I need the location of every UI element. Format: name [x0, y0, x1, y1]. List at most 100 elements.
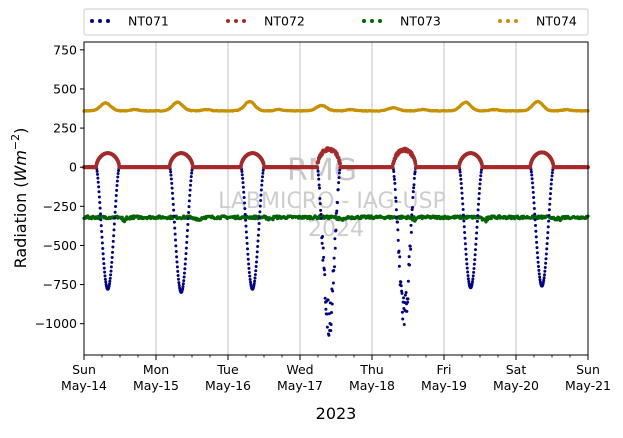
point-NT071 — [325, 312, 329, 316]
point-NT071 — [329, 329, 333, 333]
point-NT071 — [472, 262, 476, 266]
point-NT071 — [333, 265, 336, 269]
point-NT072 — [390, 165, 395, 170]
point-NT071 — [246, 252, 250, 256]
point-NT071 — [329, 322, 333, 326]
legend-marker — [106, 19, 110, 23]
point-NT071 — [189, 175, 193, 179]
point-NT071 — [177, 277, 180, 281]
point-NT071 — [241, 176, 245, 180]
point-NT071 — [173, 232, 177, 236]
x-tick-label-date: May-15 — [133, 378, 179, 393]
point-NT071 — [253, 273, 257, 277]
point-NT071 — [466, 274, 470, 278]
x-tick-label-day: Sat — [506, 362, 527, 377]
x-tick-label-date: May-14 — [61, 378, 107, 393]
point-NT071 — [393, 188, 397, 192]
point-NT071 — [259, 199, 263, 203]
point-NT071 — [393, 177, 396, 181]
point-NT071 — [535, 251, 539, 255]
y-tick-label: −500 — [43, 238, 77, 253]
point-NT071 — [256, 245, 260, 249]
point-NT071 — [478, 182, 482, 186]
point-NT071 — [241, 181, 245, 185]
y-tick-label: −750 — [43, 277, 77, 292]
point-NT071 — [100, 235, 104, 239]
point-NT071 — [412, 183, 416, 187]
point-NT071 — [181, 284, 185, 288]
point-NT071 — [321, 258, 325, 262]
point-NT071 — [396, 220, 399, 224]
point-NT071 — [479, 170, 483, 174]
point-NT071 — [549, 192, 552, 196]
point-NT071 — [318, 196, 322, 200]
point-NT071 — [249, 280, 252, 284]
point-NT071 — [411, 205, 414, 209]
point-NT071 — [396, 228, 400, 232]
point-NT071 — [549, 187, 553, 191]
point-NT071 — [109, 265, 113, 269]
point-NT071 — [171, 197, 175, 201]
point-NT071 — [97, 185, 101, 189]
point-NT071 — [95, 169, 99, 173]
point-NT071 — [534, 235, 538, 239]
series-layer — [82, 99, 590, 337]
point-NT071 — [261, 175, 264, 179]
point-NT071 — [97, 190, 101, 194]
x-axis-title: 2023 — [316, 404, 357, 423]
point-NT071 — [102, 257, 105, 261]
point-NT071 — [321, 234, 324, 238]
point-NT071 — [115, 179, 119, 183]
point-NT071 — [256, 239, 260, 243]
point-NT071 — [544, 261, 548, 265]
point-NT071 — [108, 276, 112, 280]
point-NT071 — [100, 241, 104, 245]
point-NT071 — [549, 182, 553, 186]
point-NT071 — [244, 230, 248, 234]
point-NT071 — [258, 216, 261, 220]
point-NT071 — [257, 222, 261, 226]
point-NT071 — [407, 255, 411, 259]
x-tick-label-day: Mon — [143, 362, 169, 377]
point-NT071 — [260, 179, 264, 183]
point-NT071 — [336, 188, 340, 192]
point-NT071 — [175, 265, 179, 269]
point-NT071 — [172, 220, 176, 224]
point-NT071 — [477, 202, 480, 206]
point-NT071 — [460, 191, 464, 195]
point-NT071 — [406, 300, 410, 304]
point-NT071 — [536, 256, 540, 260]
point-NT071 — [240, 170, 244, 174]
point-NT071 — [255, 250, 259, 254]
legend-marker — [242, 19, 246, 23]
point-NT071 — [99, 212, 102, 216]
point-NT071 — [170, 186, 174, 190]
point-NT071 — [474, 242, 478, 246]
point-NT073 — [120, 215, 124, 219]
point-NT071 — [409, 230, 413, 234]
point-NT071 — [175, 260, 179, 264]
point-NT071 — [531, 181, 534, 185]
point-NT071 — [174, 244, 178, 248]
point-NT071 — [97, 195, 101, 199]
x-tick-label-date: May-18 — [349, 378, 395, 393]
point-NT071 — [189, 179, 193, 183]
point-NT071 — [176, 274, 180, 278]
point-NT072 — [338, 161, 343, 166]
point-NT071 — [319, 216, 323, 220]
point-NT071 — [332, 256, 336, 260]
point-NT071 — [474, 237, 478, 241]
point-NT071 — [175, 255, 179, 259]
legend: NT071 NT072 NT073 NT074 — [83, 8, 589, 36]
point-NT071 — [102, 262, 106, 266]
point-NT071 — [109, 273, 113, 277]
point-NT071 — [458, 170, 462, 174]
point-NT071 — [460, 196, 464, 200]
point-NT071 — [247, 270, 251, 274]
point-NT071 — [473, 258, 477, 262]
point-NT071 — [242, 190, 246, 194]
point-NT071 — [400, 291, 404, 295]
point-NT071 — [392, 169, 396, 173]
point-NT071 — [177, 281, 181, 285]
point-NT071 — [103, 277, 107, 281]
